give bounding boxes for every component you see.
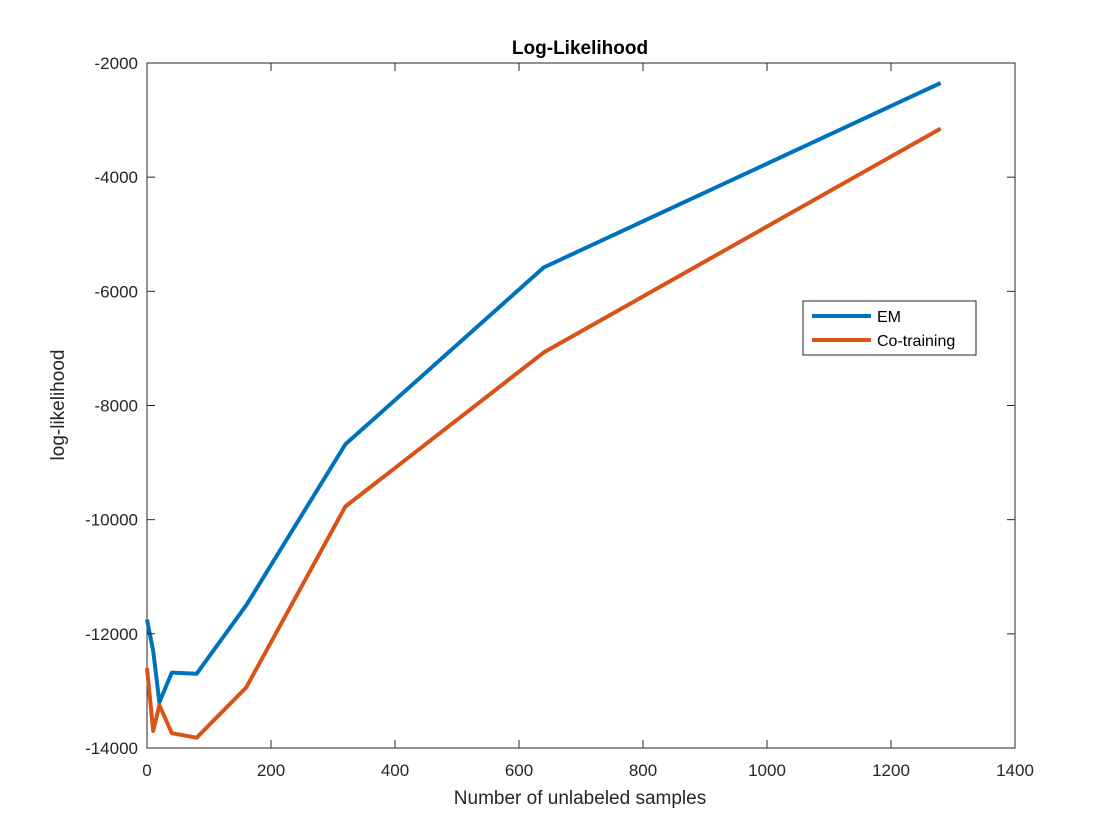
x-tick-label: 1400 — [996, 761, 1034, 780]
y-tick-label: -6000 — [95, 282, 138, 301]
y-tick-label: -2000 — [95, 54, 138, 73]
series-line-co-training — [145, 126, 942, 740]
legend-box — [802, 300, 977, 356]
x-tick-label: 800 — [629, 761, 657, 780]
x-tick-label: 600 — [505, 761, 533, 780]
x-tick-label: 1000 — [748, 761, 786, 780]
x-tick-label: 0 — [142, 761, 151, 780]
x-tick-label: 1200 — [872, 761, 910, 780]
y-tick-label: -4000 — [95, 168, 138, 187]
legend-label: EM — [877, 309, 901, 326]
series-line-em — [145, 81, 942, 705]
plot-area — [146, 62, 1016, 749]
y-tick-label: -10000 — [85, 511, 138, 530]
chart-title: Log-Likelihood — [512, 38, 648, 59]
legend: EM Co-training — [802, 300, 977, 356]
tick-layer: 0 200 400 600 800 1000 1200 1400 -14000 -12000 -10… — [85, 54, 1034, 780]
axes-box — [146, 62, 1016, 749]
y-axis-title: log-likelihood — [48, 350, 69, 461]
y-tick-label: -8000 — [95, 397, 138, 416]
x-tick-label: 400 — [381, 761, 409, 780]
series-layer — [145, 81, 942, 740]
y-tick-label: -12000 — [85, 625, 138, 644]
y-tick-label: -14000 — [85, 739, 138, 758]
x-axis-title: Number of unlabeled samples — [454, 788, 706, 809]
x-tick-label: 200 — [257, 761, 285, 780]
legend-label: Co-training — [877, 333, 955, 350]
